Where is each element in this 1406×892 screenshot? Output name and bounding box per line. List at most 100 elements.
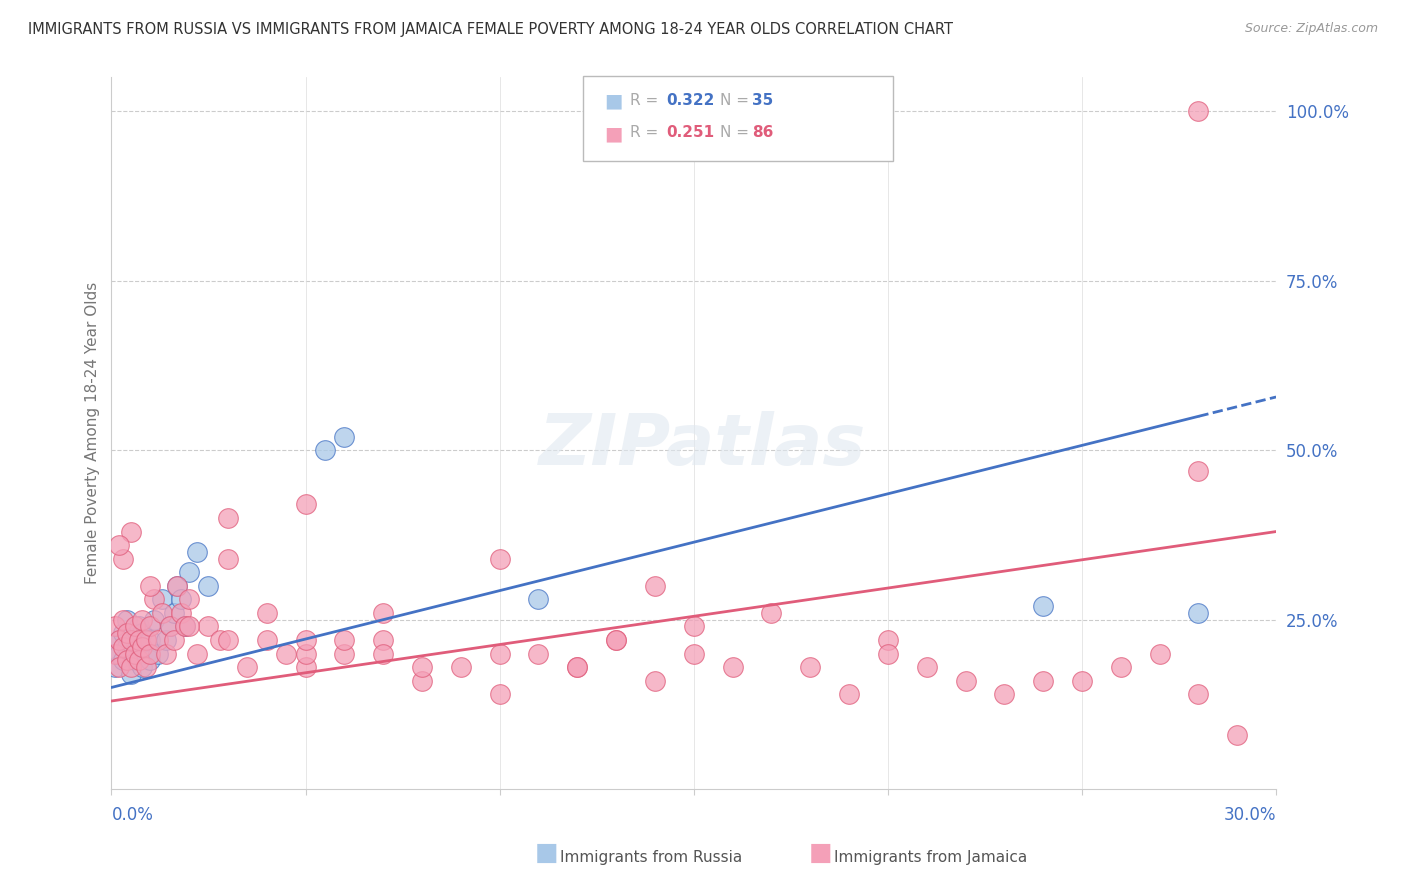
Point: [108, 647, 131, 661]
Point: [682, 619, 704, 633]
Text: 30.0%: 30.0%: [1223, 806, 1277, 824]
Point: [131, 640, 153, 654]
Text: ■: ■: [808, 841, 832, 865]
Point: [162, 633, 184, 648]
Point: [128, 653, 150, 667]
Point: [146, 647, 169, 661]
Point: [294, 647, 316, 661]
Point: [108, 633, 131, 648]
Point: [115, 613, 138, 627]
Point: [373, 647, 395, 661]
Point: [150, 592, 173, 607]
Point: [197, 579, 219, 593]
Point: [993, 687, 1015, 701]
Text: Immigrants from Russia: Immigrants from Russia: [560, 850, 742, 865]
Point: [1187, 104, 1209, 119]
Point: [159, 619, 181, 633]
Point: [120, 660, 142, 674]
Point: [139, 633, 162, 648]
Point: [143, 613, 166, 627]
Point: [761, 606, 783, 620]
Point: [256, 633, 278, 648]
Text: 86: 86: [752, 125, 773, 140]
Point: [139, 619, 162, 633]
Point: [124, 653, 146, 667]
Text: Immigrants from Jamaica: Immigrants from Jamaica: [834, 850, 1026, 865]
Point: [256, 606, 278, 620]
Text: ■: ■: [605, 125, 623, 144]
Point: [128, 633, 150, 648]
Point: [209, 633, 232, 648]
Point: [411, 660, 433, 674]
Point: [799, 660, 821, 674]
Text: N =: N =: [720, 93, 754, 108]
Point: [135, 647, 157, 661]
Point: [108, 633, 131, 648]
Text: ZIPatlas: ZIPatlas: [540, 411, 866, 481]
Point: [1032, 673, 1054, 688]
Point: [174, 619, 197, 633]
Point: [567, 660, 589, 674]
Point: [104, 660, 127, 674]
Point: [131, 660, 153, 674]
Point: [411, 673, 433, 688]
Point: [135, 633, 157, 648]
Point: [314, 443, 336, 458]
Point: [170, 606, 193, 620]
Point: [124, 619, 146, 633]
Point: [488, 647, 510, 661]
Point: [294, 498, 316, 512]
Point: [186, 545, 208, 559]
Text: 35: 35: [752, 93, 773, 108]
Point: [274, 647, 297, 661]
Point: [115, 626, 138, 640]
Text: R =: R =: [630, 93, 664, 108]
Point: [450, 660, 472, 674]
Point: [605, 633, 627, 648]
Point: [120, 633, 142, 648]
Point: [488, 687, 510, 701]
Text: IMMIGRANTS FROM RUSSIA VS IMMIGRANTS FROM JAMAICA FEMALE POVERTY AMONG 18-24 YEA: IMMIGRANTS FROM RUSSIA VS IMMIGRANTS FRO…: [28, 22, 953, 37]
Point: [120, 647, 142, 661]
Point: [373, 633, 395, 648]
Point: [139, 579, 162, 593]
Point: [333, 647, 356, 661]
Point: [155, 647, 177, 661]
Point: [333, 633, 356, 648]
Point: [217, 551, 239, 566]
Point: [146, 633, 169, 648]
Point: [131, 626, 153, 640]
Point: [294, 633, 316, 648]
Point: [527, 647, 550, 661]
Text: ■: ■: [605, 91, 623, 110]
Point: [120, 666, 142, 681]
Text: R =: R =: [630, 125, 664, 140]
Point: [159, 619, 181, 633]
Point: [124, 633, 146, 648]
Point: [373, 606, 395, 620]
Point: [143, 592, 166, 607]
Point: [217, 633, 239, 648]
Text: 0.0%: 0.0%: [111, 806, 153, 824]
Point: [177, 566, 200, 580]
Point: [162, 606, 184, 620]
Point: [177, 619, 200, 633]
Point: [838, 687, 860, 701]
Point: [170, 592, 193, 607]
Point: [527, 592, 550, 607]
Point: [915, 660, 938, 674]
Point: [721, 660, 744, 674]
Point: [150, 606, 173, 620]
Point: [177, 592, 200, 607]
Point: [115, 653, 138, 667]
Point: [1187, 464, 1209, 478]
Point: [128, 619, 150, 633]
Point: [1109, 660, 1132, 674]
Point: [115, 640, 138, 654]
Text: ■: ■: [534, 841, 558, 865]
Point: [112, 613, 135, 627]
Point: [333, 430, 356, 444]
Point: [108, 660, 131, 674]
Point: [186, 647, 208, 661]
Point: [236, 660, 259, 674]
